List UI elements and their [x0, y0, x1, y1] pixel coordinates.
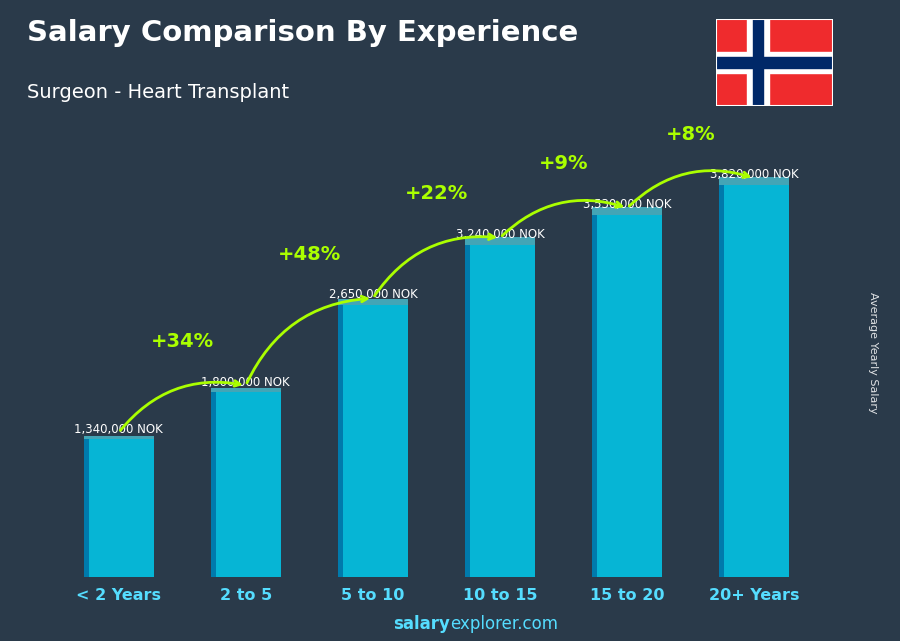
Text: Surgeon - Heart Transplant: Surgeon - Heart Transplant: [27, 83, 289, 103]
Bar: [747, 19, 769, 106]
Text: +34%: +34%: [150, 332, 214, 351]
Bar: [592, 215, 662, 577]
Bar: [752, 19, 763, 106]
Bar: [211, 388, 281, 392]
Bar: [719, 185, 724, 577]
Bar: [338, 305, 408, 577]
Text: salary: salary: [393, 615, 450, 633]
Text: 3,820,000 NOK: 3,820,000 NOK: [710, 169, 798, 181]
Bar: [211, 392, 281, 577]
Bar: [338, 299, 408, 305]
Text: 3,530,000 NOK: 3,530,000 NOK: [583, 198, 671, 211]
Text: 1,800,000 NOK: 1,800,000 NOK: [202, 376, 290, 388]
Text: +22%: +22%: [405, 184, 468, 203]
Bar: [338, 305, 343, 577]
Text: Average Yearly Salary: Average Yearly Salary: [868, 292, 878, 413]
Bar: [84, 440, 154, 577]
Bar: [716, 57, 832, 68]
Bar: [592, 215, 597, 577]
Bar: [719, 176, 789, 185]
Text: +9%: +9%: [539, 154, 589, 173]
Text: 3,240,000 NOK: 3,240,000 NOK: [455, 228, 544, 241]
Text: +48%: +48%: [278, 245, 341, 263]
Text: explorer.com: explorer.com: [450, 615, 558, 633]
Bar: [211, 392, 216, 577]
Bar: [592, 207, 662, 215]
Bar: [465, 237, 535, 245]
Text: +8%: +8%: [666, 124, 716, 144]
Text: 2,650,000 NOK: 2,650,000 NOK: [328, 288, 418, 301]
Text: Salary Comparison By Experience: Salary Comparison By Experience: [27, 19, 578, 47]
Bar: [465, 245, 470, 577]
Bar: [84, 437, 154, 440]
Bar: [716, 52, 832, 73]
Bar: [719, 185, 789, 577]
Text: 1,340,000 NOK: 1,340,000 NOK: [75, 423, 163, 436]
Bar: [465, 245, 535, 577]
Bar: [84, 440, 88, 577]
